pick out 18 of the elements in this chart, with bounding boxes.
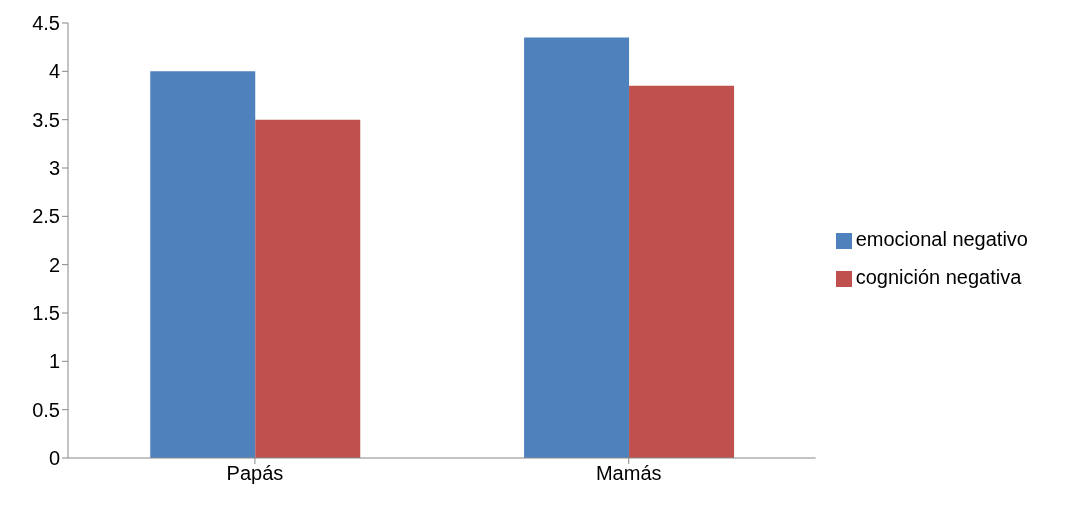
- bar: [629, 85, 735, 458]
- y-tick-label: 4: [48, 60, 60, 83]
- y-tick-label: 3.5: [32, 108, 60, 131]
- bar: [150, 71, 256, 458]
- y-tick-label: 0: [48, 447, 60, 470]
- y-tick-label: 2.5: [32, 205, 60, 228]
- bar: [524, 37, 630, 458]
- y-tick-label: 0.5: [32, 398, 60, 421]
- legend-label: emocional negativo: [855, 228, 1028, 250]
- y-tick-label: 3: [48, 157, 60, 180]
- bar: [255, 119, 361, 458]
- x-tick-label: Papás: [226, 462, 284, 485]
- y-tick-label: 2: [48, 253, 60, 276]
- y-tick-label: 1: [48, 350, 60, 373]
- x-tick-label: Mamás: [595, 462, 662, 485]
- legend-label: cognición negativa: [855, 266, 1022, 288]
- y-tick-label: 1.5: [32, 302, 60, 325]
- y-tick-label: 4.5: [32, 12, 60, 35]
